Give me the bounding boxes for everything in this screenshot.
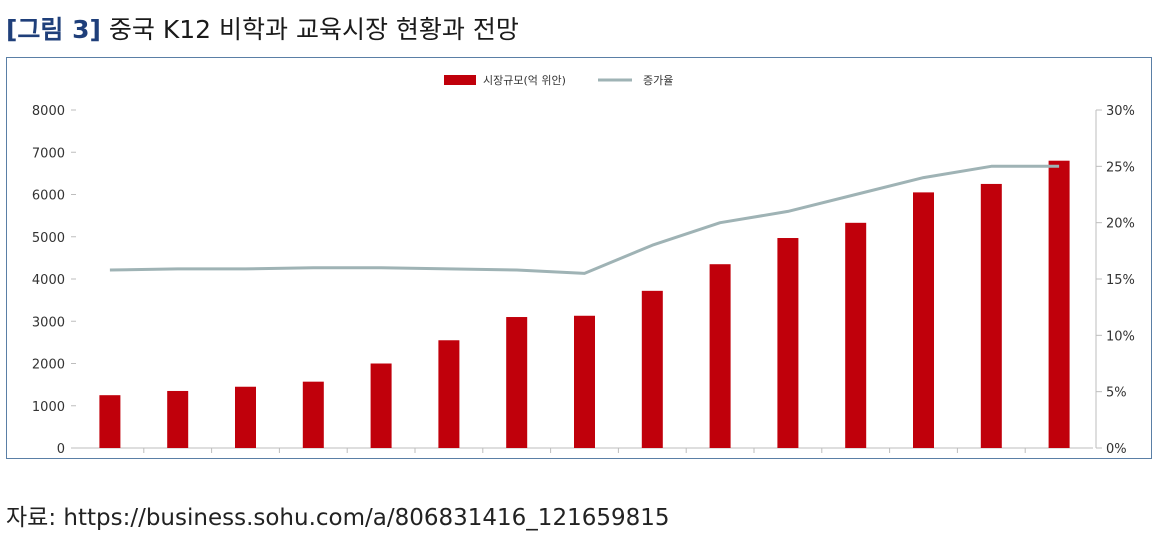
bar xyxy=(1048,160,1070,448)
bar xyxy=(641,290,663,448)
y-right-tick-label: 25% xyxy=(1106,160,1135,175)
y-left-tick-label: 8000 xyxy=(32,104,65,119)
legend-swatch-market-size xyxy=(444,75,476,85)
y-left-tick-label: 6000 xyxy=(32,189,65,204)
legend-label-growth-rate: 증가율 xyxy=(643,74,673,87)
y-left-tick-label: 4000 xyxy=(32,273,65,288)
chart: 0 1000 2000 3000 4000 5000 6000 7000 8000 0% 5% 10%… xyxy=(32,74,1135,457)
y-left-tick-label: 0 xyxy=(57,442,65,457)
source-note: 자료: https://business.sohu.com/a/80683141… xyxy=(6,505,670,531)
y-left-tick-label: 5000 xyxy=(32,231,65,246)
bar xyxy=(506,317,528,448)
bar xyxy=(370,363,392,448)
bar xyxy=(574,315,595,448)
bar xyxy=(167,390,189,448)
bar xyxy=(913,192,934,448)
bar xyxy=(438,340,460,448)
y-left-tick-label: 2000 xyxy=(32,358,65,373)
y-right-tick-label: 10% xyxy=(1106,329,1135,344)
y-left-tick-label: 3000 xyxy=(32,315,65,330)
bar xyxy=(980,183,1002,448)
bar xyxy=(235,386,256,448)
bar xyxy=(302,381,324,448)
y-right-tick-label: 20% xyxy=(1106,217,1135,232)
figure-label: [그림 3] xyxy=(6,15,101,44)
legend-label-market-size: 시장규모(억 위안) xyxy=(483,74,566,87)
bar xyxy=(777,238,799,448)
bar xyxy=(99,395,121,448)
bar xyxy=(845,222,867,448)
figure-title-text: 중국 K12 비학과 교육시장 현황과 전망 xyxy=(108,15,519,44)
y-right-tick-label: 15% xyxy=(1106,273,1135,288)
series-line-growth-rate xyxy=(109,164,1060,275)
bar xyxy=(709,264,731,448)
y-right-tick-label: 5% xyxy=(1106,386,1127,401)
y-left-tick-label: 1000 xyxy=(32,400,65,415)
y-left-tick-label: 7000 xyxy=(32,146,65,161)
chart-frame: 0 1000 2000 3000 4000 5000 6000 7000 8000 0% 5% 10%… xyxy=(6,57,1152,459)
y-right-tick-label: 0% xyxy=(1106,442,1127,457)
y-right-tick-label: 30% xyxy=(1106,104,1135,119)
figure-title: [그림 3] 중국 K12 비학과 교육시장 현황과 전망 xyxy=(6,10,519,46)
